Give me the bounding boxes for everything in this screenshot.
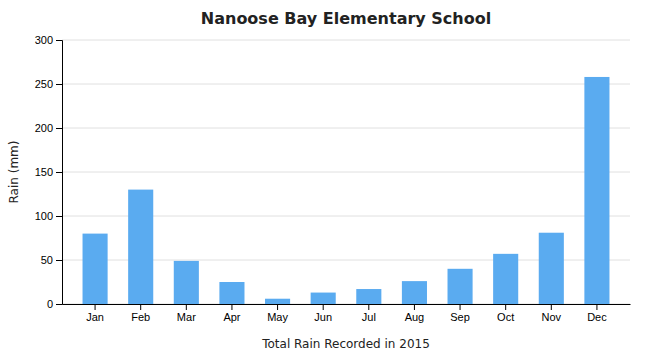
tick-mark [460, 304, 461, 310]
tick-label: Oct [497, 311, 514, 323]
bar [265, 299, 290, 304]
tick-label: May [267, 311, 288, 323]
tick-mark [56, 304, 62, 305]
tick-label: 0 [47, 298, 53, 310]
tick-label: 50 [41, 254, 53, 266]
bar [448, 269, 473, 304]
y-axis: 0 50 100 150 200 250 300 [35, 34, 63, 310]
tick-mark [277, 304, 278, 310]
x-tick: Apr [223, 304, 240, 323]
y-tick: 50 [41, 254, 62, 266]
y-tick: 0 [47, 298, 62, 310]
tick-label: Nov [542, 311, 562, 323]
bar [493, 254, 518, 304]
y-tick: 250 [35, 78, 62, 90]
bar [311, 293, 336, 304]
bar [584, 77, 609, 304]
bar [539, 233, 564, 304]
x-tick: Aug [405, 304, 425, 323]
tick-label: 150 [35, 166, 53, 178]
tick-label: Dec [587, 311, 607, 323]
tick-mark [95, 304, 96, 310]
y-tick: 300 [35, 34, 62, 46]
bar [219, 282, 244, 304]
tick-mark [551, 304, 552, 310]
x-tick: Jun [314, 304, 332, 323]
y-axis-title: Rain (mm) [7, 141, 21, 204]
tick-mark [56, 40, 62, 41]
grid-line [62, 84, 630, 85]
chart: Jan Feb Mar Apr May Jun Jul Aug Sep Oct Nov Dec 0 50 1… [0, 0, 650, 360]
x-tick: Feb [131, 304, 150, 323]
tick-label: Apr [223, 311, 240, 323]
grid-line [62, 128, 630, 129]
tick-label: 250 [35, 78, 53, 90]
bar [356, 289, 381, 304]
tick-label: Sep [450, 311, 470, 323]
x-tick: Oct [497, 304, 514, 323]
bars [83, 77, 610, 304]
bar [83, 234, 108, 304]
tick-label: Jul [362, 311, 376, 323]
tick-mark [56, 128, 62, 129]
tick-mark [231, 304, 232, 310]
grid [62, 40, 630, 304]
axis-line [56, 41, 63, 305]
tick-label: Aug [405, 311, 425, 323]
tick-mark [56, 216, 62, 217]
title: Nanoose Bay Elementary School [201, 9, 491, 28]
y-tick: 150 [35, 166, 62, 178]
grid-line [62, 172, 630, 173]
tick-label: Mar [177, 311, 196, 323]
tick-mark [56, 260, 62, 261]
x-tick: Jan [86, 304, 104, 323]
x-tick: Mar [177, 304, 196, 323]
tick-mark [56, 172, 62, 173]
tick-label: 200 [35, 122, 53, 134]
tick-mark [140, 304, 141, 310]
tick-label: 300 [35, 34, 53, 46]
bar [128, 190, 153, 304]
y-tick: 100 [35, 210, 62, 222]
tick-mark [186, 304, 187, 310]
x-axis: Jan Feb Mar Apr May Jun Jul Aug Sep Oct Nov Dec [63, 304, 631, 323]
bar [174, 261, 199, 304]
tick-mark [368, 304, 369, 310]
tick-mark [414, 304, 415, 310]
tick-mark [56, 84, 62, 85]
tick-label: Feb [131, 311, 150, 323]
tick-label: Jan [86, 311, 104, 323]
x-axis-title: Total Rain Recorded in 2015 [261, 337, 430, 351]
tick-mark [505, 304, 506, 310]
x-tick: Jul [362, 304, 376, 323]
y-tick: 200 [35, 122, 62, 134]
tick-label: 100 [35, 210, 53, 222]
grid-line [62, 40, 630, 41]
x-tick: Nov [542, 304, 562, 323]
x-tick: Sep [450, 304, 470, 323]
tick-mark [323, 304, 324, 310]
x-tick: Dec [587, 304, 607, 323]
x-tick: May [267, 304, 288, 323]
tick-label: Jun [314, 311, 332, 323]
tick-mark [596, 304, 597, 310]
axis-line [63, 304, 631, 305]
bar [402, 281, 427, 304]
